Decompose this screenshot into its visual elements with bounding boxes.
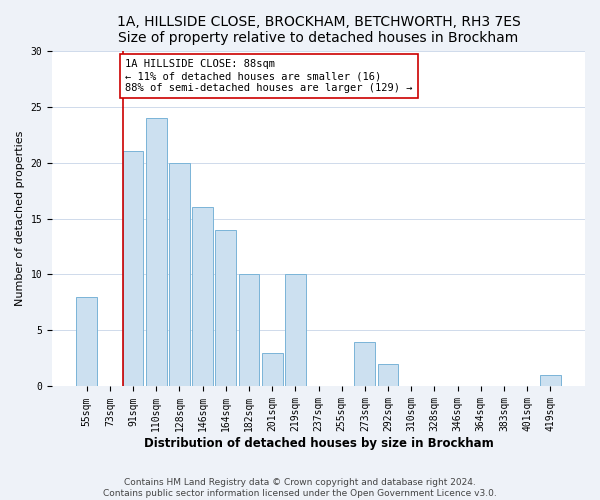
Text: Contains HM Land Registry data © Crown copyright and database right 2024.
Contai: Contains HM Land Registry data © Crown c… <box>103 478 497 498</box>
Y-axis label: Number of detached properties: Number of detached properties <box>15 131 25 306</box>
Bar <box>169 162 190 386</box>
Bar <box>540 376 561 386</box>
Bar <box>262 353 283 386</box>
Bar <box>122 152 143 386</box>
X-axis label: Distribution of detached houses by size in Brockham: Distribution of detached houses by size … <box>143 437 493 450</box>
Text: 1A HILLSIDE CLOSE: 88sqm
← 11% of detached houses are smaller (16)
88% of semi-d: 1A HILLSIDE CLOSE: 88sqm ← 11% of detach… <box>125 60 412 92</box>
Title: 1A, HILLSIDE CLOSE, BROCKHAM, BETCHWORTH, RH3 7ES
Size of property relative to d: 1A, HILLSIDE CLOSE, BROCKHAM, BETCHWORTH… <box>116 15 520 45</box>
Bar <box>215 230 236 386</box>
Bar <box>239 274 259 386</box>
Bar <box>377 364 398 386</box>
Bar <box>146 118 167 386</box>
Bar <box>355 342 376 386</box>
Bar <box>76 297 97 386</box>
Bar <box>192 208 213 386</box>
Bar <box>285 274 306 386</box>
